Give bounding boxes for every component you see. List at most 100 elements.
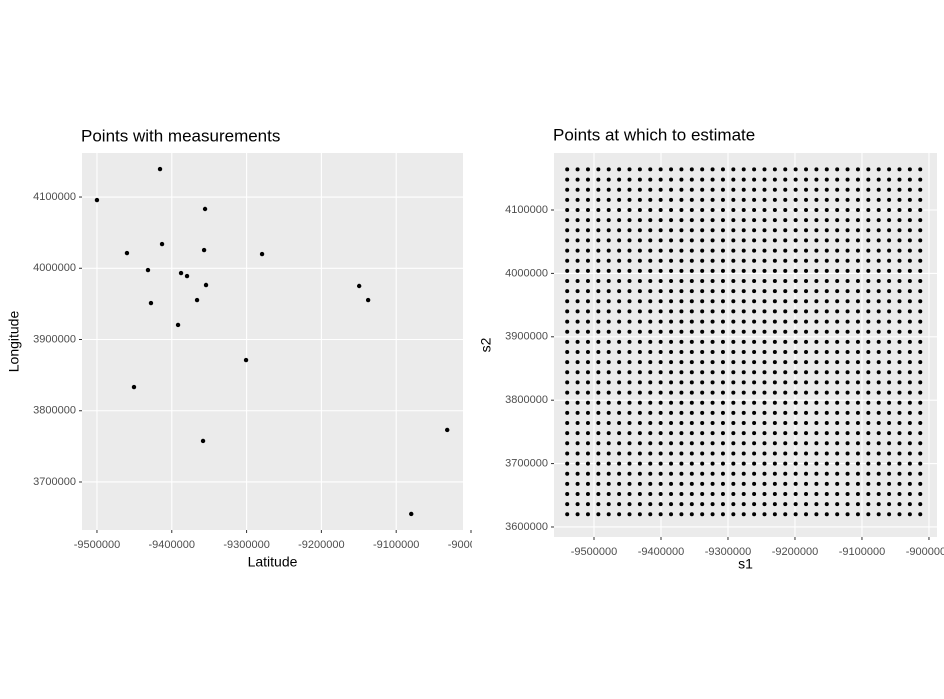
point xyxy=(689,279,694,283)
point xyxy=(658,299,663,304)
point xyxy=(793,380,798,385)
point xyxy=(731,431,736,436)
point xyxy=(887,238,892,243)
point xyxy=(679,187,684,192)
point xyxy=(741,471,746,476)
point xyxy=(866,329,871,334)
point xyxy=(741,279,746,283)
point xyxy=(700,289,705,294)
point xyxy=(752,360,757,365)
point xyxy=(731,309,736,314)
point xyxy=(855,167,860,172)
point xyxy=(907,197,912,202)
point xyxy=(669,410,674,415)
point xyxy=(835,512,840,517)
point xyxy=(814,207,819,212)
point xyxy=(648,299,653,304)
point xyxy=(897,492,902,497)
point xyxy=(596,410,601,415)
point xyxy=(783,370,788,375)
point xyxy=(793,279,798,283)
point xyxy=(658,167,663,172)
point xyxy=(178,270,184,276)
point xyxy=(845,218,850,223)
point xyxy=(689,258,694,263)
point xyxy=(741,177,746,182)
point xyxy=(918,461,923,466)
point xyxy=(772,268,777,273)
point xyxy=(845,431,850,436)
point xyxy=(793,441,798,446)
point xyxy=(897,207,902,212)
point xyxy=(575,502,580,507)
point xyxy=(648,187,653,192)
point xyxy=(918,319,923,324)
point xyxy=(845,258,850,263)
point xyxy=(658,289,663,294)
point xyxy=(606,360,611,365)
point xyxy=(824,441,829,446)
point xyxy=(606,207,611,212)
point xyxy=(824,421,829,426)
point xyxy=(710,167,715,172)
point xyxy=(897,370,902,375)
point xyxy=(762,410,767,415)
point xyxy=(835,177,840,182)
point xyxy=(720,360,725,365)
point xyxy=(855,461,860,466)
point xyxy=(907,451,912,456)
point xyxy=(752,350,757,355)
point xyxy=(710,279,715,283)
point xyxy=(835,258,840,263)
point xyxy=(741,380,746,385)
point xyxy=(897,441,902,446)
point xyxy=(648,481,653,486)
point xyxy=(783,258,788,263)
point xyxy=(887,319,892,324)
point xyxy=(648,339,653,344)
point xyxy=(689,309,694,314)
point xyxy=(876,370,881,375)
point xyxy=(824,248,829,253)
point xyxy=(855,187,860,192)
point xyxy=(814,350,819,355)
point xyxy=(887,502,892,507)
point xyxy=(907,461,912,466)
point xyxy=(731,279,736,283)
point xyxy=(793,471,798,476)
point xyxy=(887,360,892,365)
point xyxy=(887,329,892,334)
point xyxy=(887,441,892,446)
point xyxy=(918,431,923,436)
point xyxy=(918,207,923,212)
point xyxy=(835,410,840,415)
point xyxy=(918,258,923,263)
point xyxy=(741,309,746,314)
point xyxy=(918,177,923,182)
point xyxy=(700,319,705,324)
point xyxy=(617,339,622,344)
point xyxy=(783,207,788,212)
point xyxy=(897,187,902,192)
point xyxy=(814,329,819,334)
point xyxy=(731,167,736,172)
point xyxy=(814,492,819,497)
point xyxy=(897,309,902,314)
point xyxy=(835,248,840,253)
point xyxy=(855,258,860,263)
point xyxy=(585,197,590,202)
point xyxy=(731,177,736,182)
point xyxy=(731,410,736,415)
point xyxy=(918,187,923,192)
point xyxy=(720,167,725,172)
point xyxy=(201,247,207,253)
point xyxy=(720,319,725,324)
point xyxy=(772,390,777,395)
point xyxy=(585,207,590,212)
point xyxy=(445,427,450,433)
point xyxy=(907,380,912,385)
point xyxy=(669,248,674,253)
x-tick-label: -9100000 xyxy=(373,539,420,551)
point xyxy=(710,289,715,294)
point xyxy=(585,218,590,223)
